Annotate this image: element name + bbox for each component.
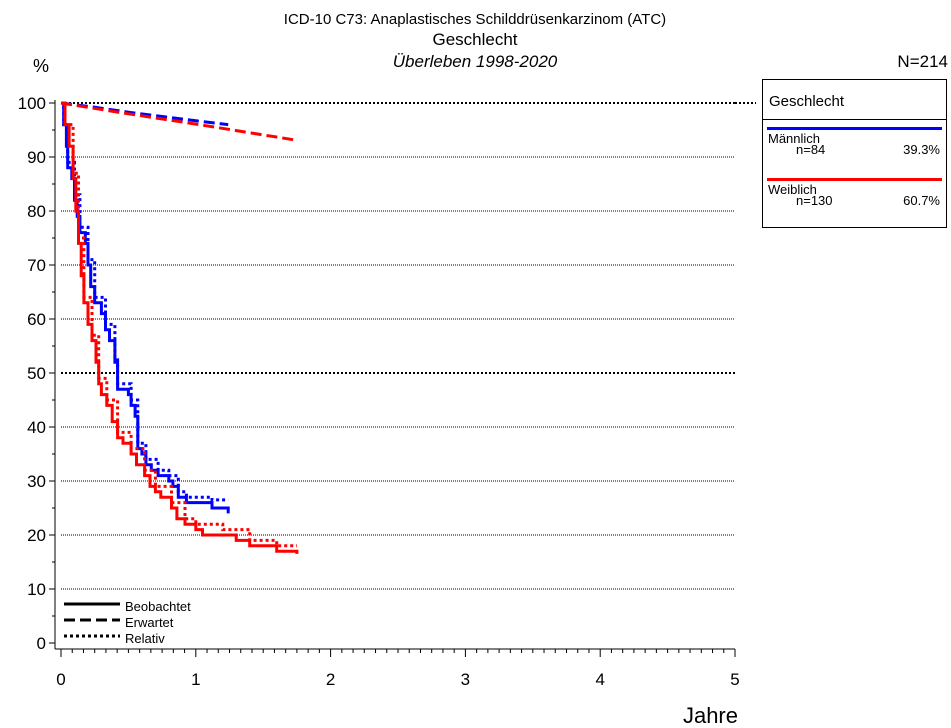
legend-entry-maennlich: Männlich n=84 39.3% <box>763 120 946 172</box>
line-style-relative-label: Relativ <box>125 631 165 646</box>
y-tick-label-80: 80 <box>27 202 46 221</box>
series-relative-maennlich <box>61 101 229 502</box>
legend-header: Geschlecht <box>763 80 946 120</box>
y-tick-label-60: 60 <box>27 310 46 329</box>
chart-subtitle-period: Überleben 1998-2020 <box>393 52 558 71</box>
legend-count-maennlich: n=84 <box>796 142 826 157</box>
legend-title: Geschlecht <box>769 93 845 110</box>
series-expected-weiblich <box>60 101 298 142</box>
series-observed-weiblich <box>61 101 299 554</box>
x-tick-label-2: 2 <box>326 670 335 689</box>
legend-swatch-maennlich <box>767 127 942 130</box>
axes: 0 10 20 30 40 50 60 70 80 90 100 0 1 2 3 4 5 <box>18 94 740 689</box>
y-tick-label-0: 0 <box>37 634 46 653</box>
line-style-legend: Beobachtet Erwartet Relativ <box>64 599 191 646</box>
chart-title: ICD-10 C73: Anaplastisches Schilddrüsenk… <box>284 11 666 28</box>
x-tick-label-0: 0 <box>56 670 65 689</box>
series-group <box>60 101 299 554</box>
grid-lines <box>61 102 756 590</box>
x-tick-label-3: 3 <box>461 670 470 689</box>
y-tick-label-10: 10 <box>27 580 46 599</box>
y-tick-label-30: 30 <box>27 472 46 491</box>
n-total-label: N=214 <box>897 52 948 71</box>
y-axis-label: % <box>33 56 49 76</box>
legend-pct-weiblich: 60.7% <box>903 193 940 208</box>
y-tick-label-50: 50 <box>27 364 46 383</box>
y-tick-label-70: 70 <box>27 256 46 275</box>
chart-subtitle: Geschlecht <box>432 30 517 49</box>
y-tick-label-20: 20 <box>27 526 46 545</box>
group-legend: Geschlecht Männlich n=84 39.3% Weiblich … <box>762 79 947 228</box>
x-tick-label-1: 1 <box>191 670 200 689</box>
y-tick-label-90: 90 <box>27 148 46 167</box>
x-axis-label: Jahre <box>683 703 738 728</box>
y-tick-label-100: 100 <box>18 94 46 113</box>
line-style-expected-label: Erwartet <box>125 615 174 630</box>
legend-name-maennlich: Männlich <box>768 131 821 146</box>
series-expected-maennlich <box>60 101 229 127</box>
legend-pct-maennlich: 39.3% <box>903 142 940 157</box>
x-tick-label-4: 4 <box>595 670 604 689</box>
line-style-observed-label: Beobachtet <box>125 599 191 614</box>
legend-name-weiblich: Weiblich <box>768 182 817 197</box>
legend-count-weiblich: n=130 <box>796 193 833 208</box>
legend-swatch-weiblich <box>767 178 942 181</box>
legend-entry-weiblich: Weiblich n=130 60.7% <box>763 171 946 223</box>
y-tick-label-40: 40 <box>27 418 46 437</box>
x-tick-label-5: 5 <box>730 670 739 689</box>
